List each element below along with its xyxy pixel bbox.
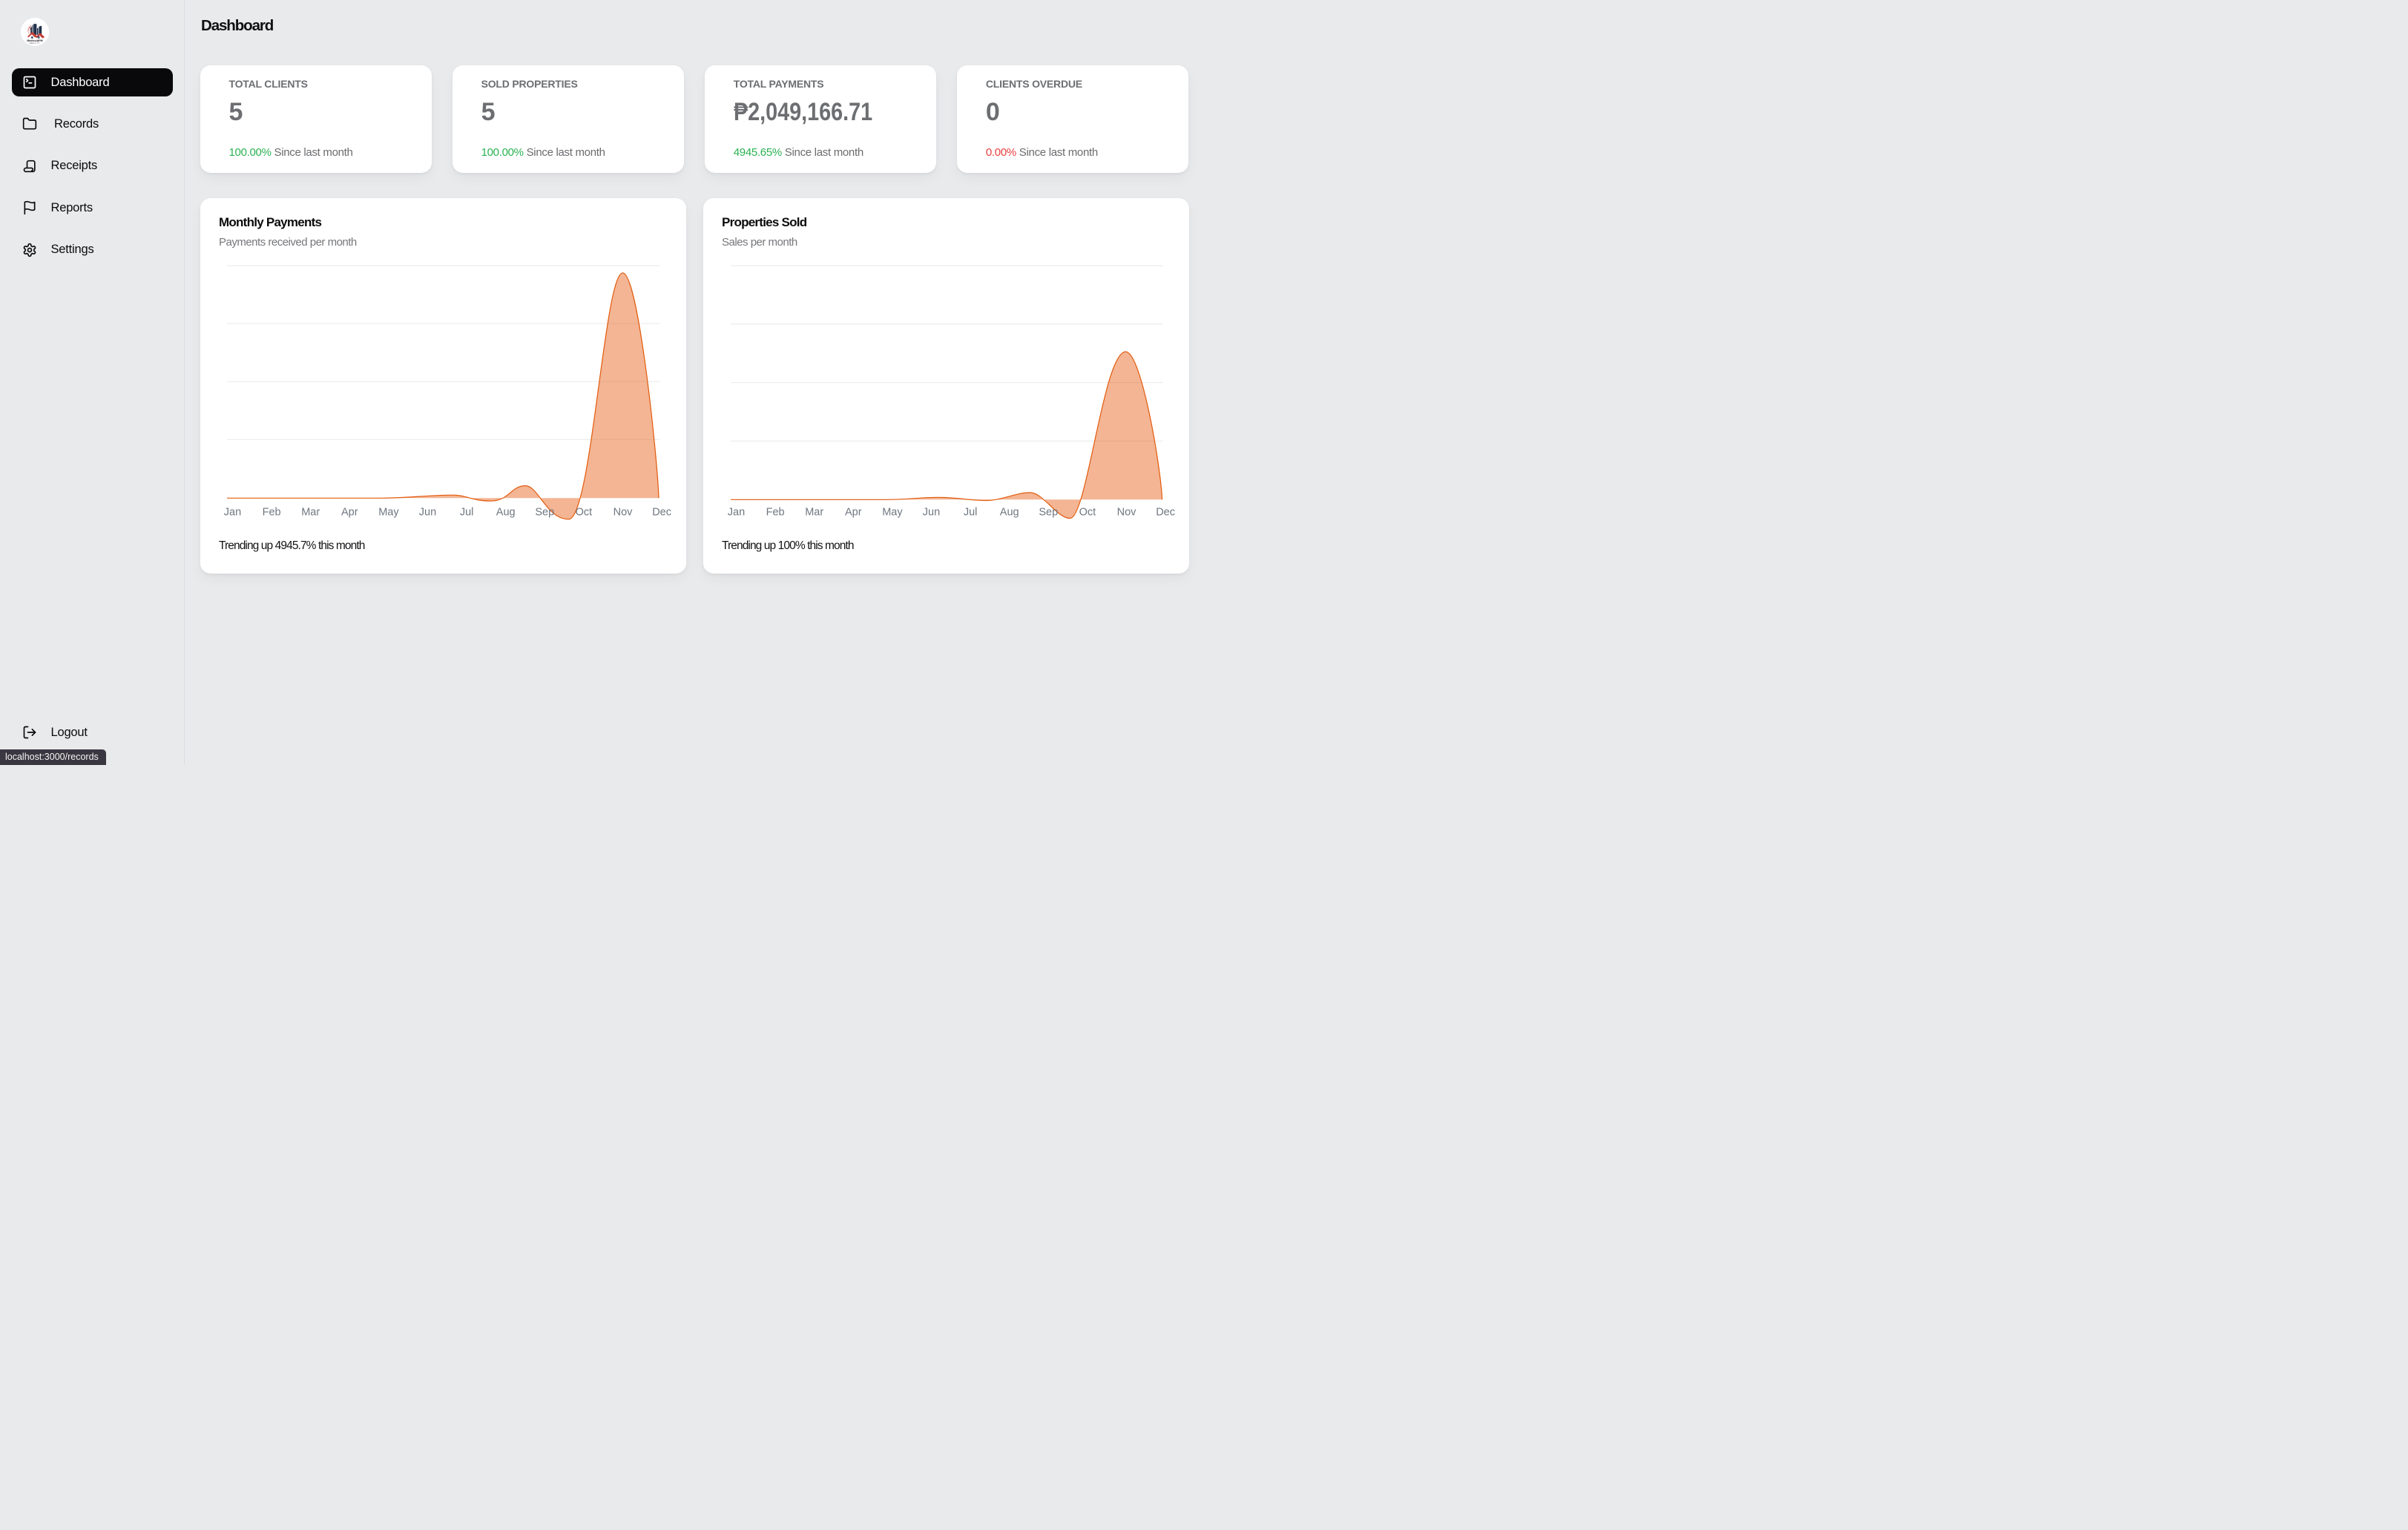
svg-text:Nov: Nov — [1116, 507, 1136, 519]
svg-text:Jun: Jun — [418, 507, 435, 519]
svg-text:Dec: Dec — [652, 507, 671, 519]
svg-text:Apr: Apr — [845, 507, 862, 519]
svg-text:Jan: Jan — [727, 507, 744, 519]
svg-text:REALTY: REALTY — [29, 42, 39, 44]
svg-text:Mar: Mar — [301, 507, 320, 519]
svg-text:Jun: Jun — [922, 507, 939, 519]
svg-text:Nov: Nov — [613, 507, 633, 519]
svg-text:Sep: Sep — [1039, 507, 1058, 519]
svg-text:Jul: Jul — [963, 507, 977, 519]
svg-text:May: May — [378, 507, 399, 519]
svg-text:May: May — [882, 507, 903, 519]
svg-text:Mar: Mar — [805, 507, 823, 519]
svg-text:Feb: Feb — [262, 507, 280, 519]
svg-text:Medico/APM: Medico/APM — [27, 39, 42, 42]
svg-text:Aug: Aug — [496, 507, 515, 519]
svg-text:Oct: Oct — [1079, 507, 1096, 519]
svg-text:Aug: Aug — [999, 507, 1019, 519]
svg-text:Oct: Oct — [575, 507, 592, 519]
svg-text:Sep: Sep — [535, 507, 554, 519]
svg-text:Dec: Dec — [1156, 507, 1175, 519]
svg-text:Jan: Jan — [223, 507, 240, 519]
svg-text:Jul: Jul — [459, 507, 473, 519]
svg-text:Apr: Apr — [341, 507, 358, 519]
svg-text:Feb: Feb — [766, 507, 784, 519]
